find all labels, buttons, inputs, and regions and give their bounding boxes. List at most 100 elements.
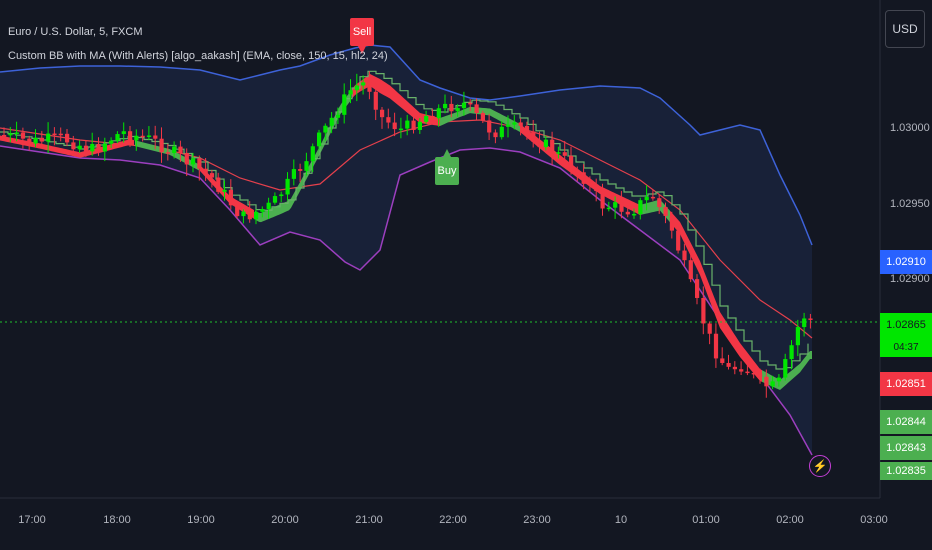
candle-bullish <box>90 143 95 152</box>
candle-bearish <box>468 102 473 105</box>
candle-bullish <box>279 194 284 197</box>
candle-bullish <box>134 135 139 141</box>
price-tick: 1.02900 <box>890 273 930 285</box>
ribbon-bearish <box>352 74 440 126</box>
candle-bearish <box>197 158 202 169</box>
currency-button[interactable]: USD <box>885 10 925 48</box>
ribbon-bearish <box>0 135 134 158</box>
candle-bearish <box>707 323 712 334</box>
symbol-title[interactable]: Euro / U.S. Dollar, 5, FXCM <box>8 26 143 38</box>
ribbon-bullish <box>135 140 199 171</box>
price-tick: 1.03000 <box>890 122 930 134</box>
candle-bearish <box>58 133 63 136</box>
candle-bullish <box>606 207 611 210</box>
candle-bullish <box>776 377 782 382</box>
candle-bullish <box>317 132 322 147</box>
buy-signal-label[interactable]: Buy <box>435 157 459 185</box>
candle-bullish <box>222 189 227 192</box>
candle-bearish <box>96 143 101 152</box>
candle-bullish <box>241 211 246 217</box>
last-price-label: 1.02865 <box>880 313 932 337</box>
sell-line-price-label: 1.02851 <box>880 372 932 396</box>
candle-bearish <box>550 139 555 154</box>
candle-bullish <box>556 152 561 154</box>
candle-bearish <box>518 122 523 127</box>
candle-bearish <box>209 173 215 178</box>
candle-bullish <box>443 103 448 109</box>
candle-bearish <box>650 196 656 199</box>
candle-bullish <box>644 196 649 201</box>
candle-bullish <box>543 139 548 148</box>
candle-bullish <box>102 143 107 152</box>
candle-bullish <box>802 318 807 328</box>
candle-bearish <box>128 131 133 141</box>
lightning-icon[interactable]: ⚡ <box>809 455 831 477</box>
candle-bearish <box>688 260 693 280</box>
time-tick: 20:00 <box>271 514 299 526</box>
ribbon-bearish <box>520 124 640 215</box>
candle-bearish <box>682 250 687 261</box>
ribbon-bullish <box>762 351 812 390</box>
candle-bullish <box>115 134 120 141</box>
candle-bearish <box>235 205 240 217</box>
green-price-label: 1.02843 <box>880 436 932 460</box>
candle-bearish <box>751 372 756 375</box>
time-tick: 03:00 <box>860 514 888 526</box>
green-price-label: 1.02844 <box>880 410 932 434</box>
candle-bearish <box>625 211 630 215</box>
candle-bearish <box>20 132 26 139</box>
candle-bearish <box>373 91 378 110</box>
candle-bullish <box>348 90 353 95</box>
candle-bullish <box>342 94 347 115</box>
ribbon-bullish <box>255 90 351 223</box>
price-tick: 1.02950 <box>890 198 930 210</box>
candle-bullish <box>512 122 517 125</box>
candle-bullish <box>361 82 366 86</box>
indicator-legend[interactable]: Custom BB with MA (With Alerts) [algo_aa… <box>8 50 388 62</box>
candle-bearish <box>695 279 700 298</box>
candle-bullish <box>789 345 794 360</box>
candle-bullish <box>424 115 429 122</box>
candle-bearish <box>726 362 731 367</box>
candle-bearish <box>619 202 624 212</box>
candle-bullish <box>291 169 296 179</box>
candle-bearish <box>739 369 744 372</box>
candle-bullish <box>272 196 278 203</box>
candle-bearish <box>537 141 542 148</box>
candle-bearish <box>487 120 492 133</box>
ribbon-bullish <box>440 106 520 132</box>
candle-bearish <box>39 137 44 142</box>
candle-bearish <box>411 120 416 130</box>
candle-bullish <box>499 126 504 138</box>
candle-bullish <box>14 132 19 135</box>
candle-bullish <box>613 202 618 208</box>
candle-bearish <box>216 177 221 192</box>
candle-bearish <box>562 152 567 156</box>
candle-bearish <box>83 145 89 152</box>
candle-bearish <box>745 371 750 374</box>
candle-bearish <box>247 211 252 220</box>
candle-bearish <box>732 366 737 370</box>
candle-bullish <box>783 359 788 378</box>
candle-bearish <box>701 297 706 324</box>
countdown-label: 04:37 <box>880 337 932 357</box>
candle-bullish <box>310 146 315 162</box>
candle-bullish <box>405 120 410 129</box>
candle-bullish <box>304 161 309 171</box>
candle-bearish <box>184 153 189 165</box>
candle-bearish <box>71 142 76 150</box>
sell-signal-pointer <box>358 46 366 54</box>
candle-bearish <box>594 184 599 192</box>
candle-bearish <box>764 376 769 387</box>
candle-bullish <box>638 200 643 214</box>
candle-bearish <box>493 132 498 138</box>
candle-bearish <box>758 373 763 377</box>
sell-signal-label[interactable]: Sell <box>350 18 374 46</box>
candle-bullish <box>191 158 196 165</box>
candle-bearish <box>367 82 372 92</box>
candle-bearish <box>569 155 574 170</box>
candle-bearish <box>380 109 385 118</box>
green-price-label: 1.02835 <box>880 462 932 480</box>
